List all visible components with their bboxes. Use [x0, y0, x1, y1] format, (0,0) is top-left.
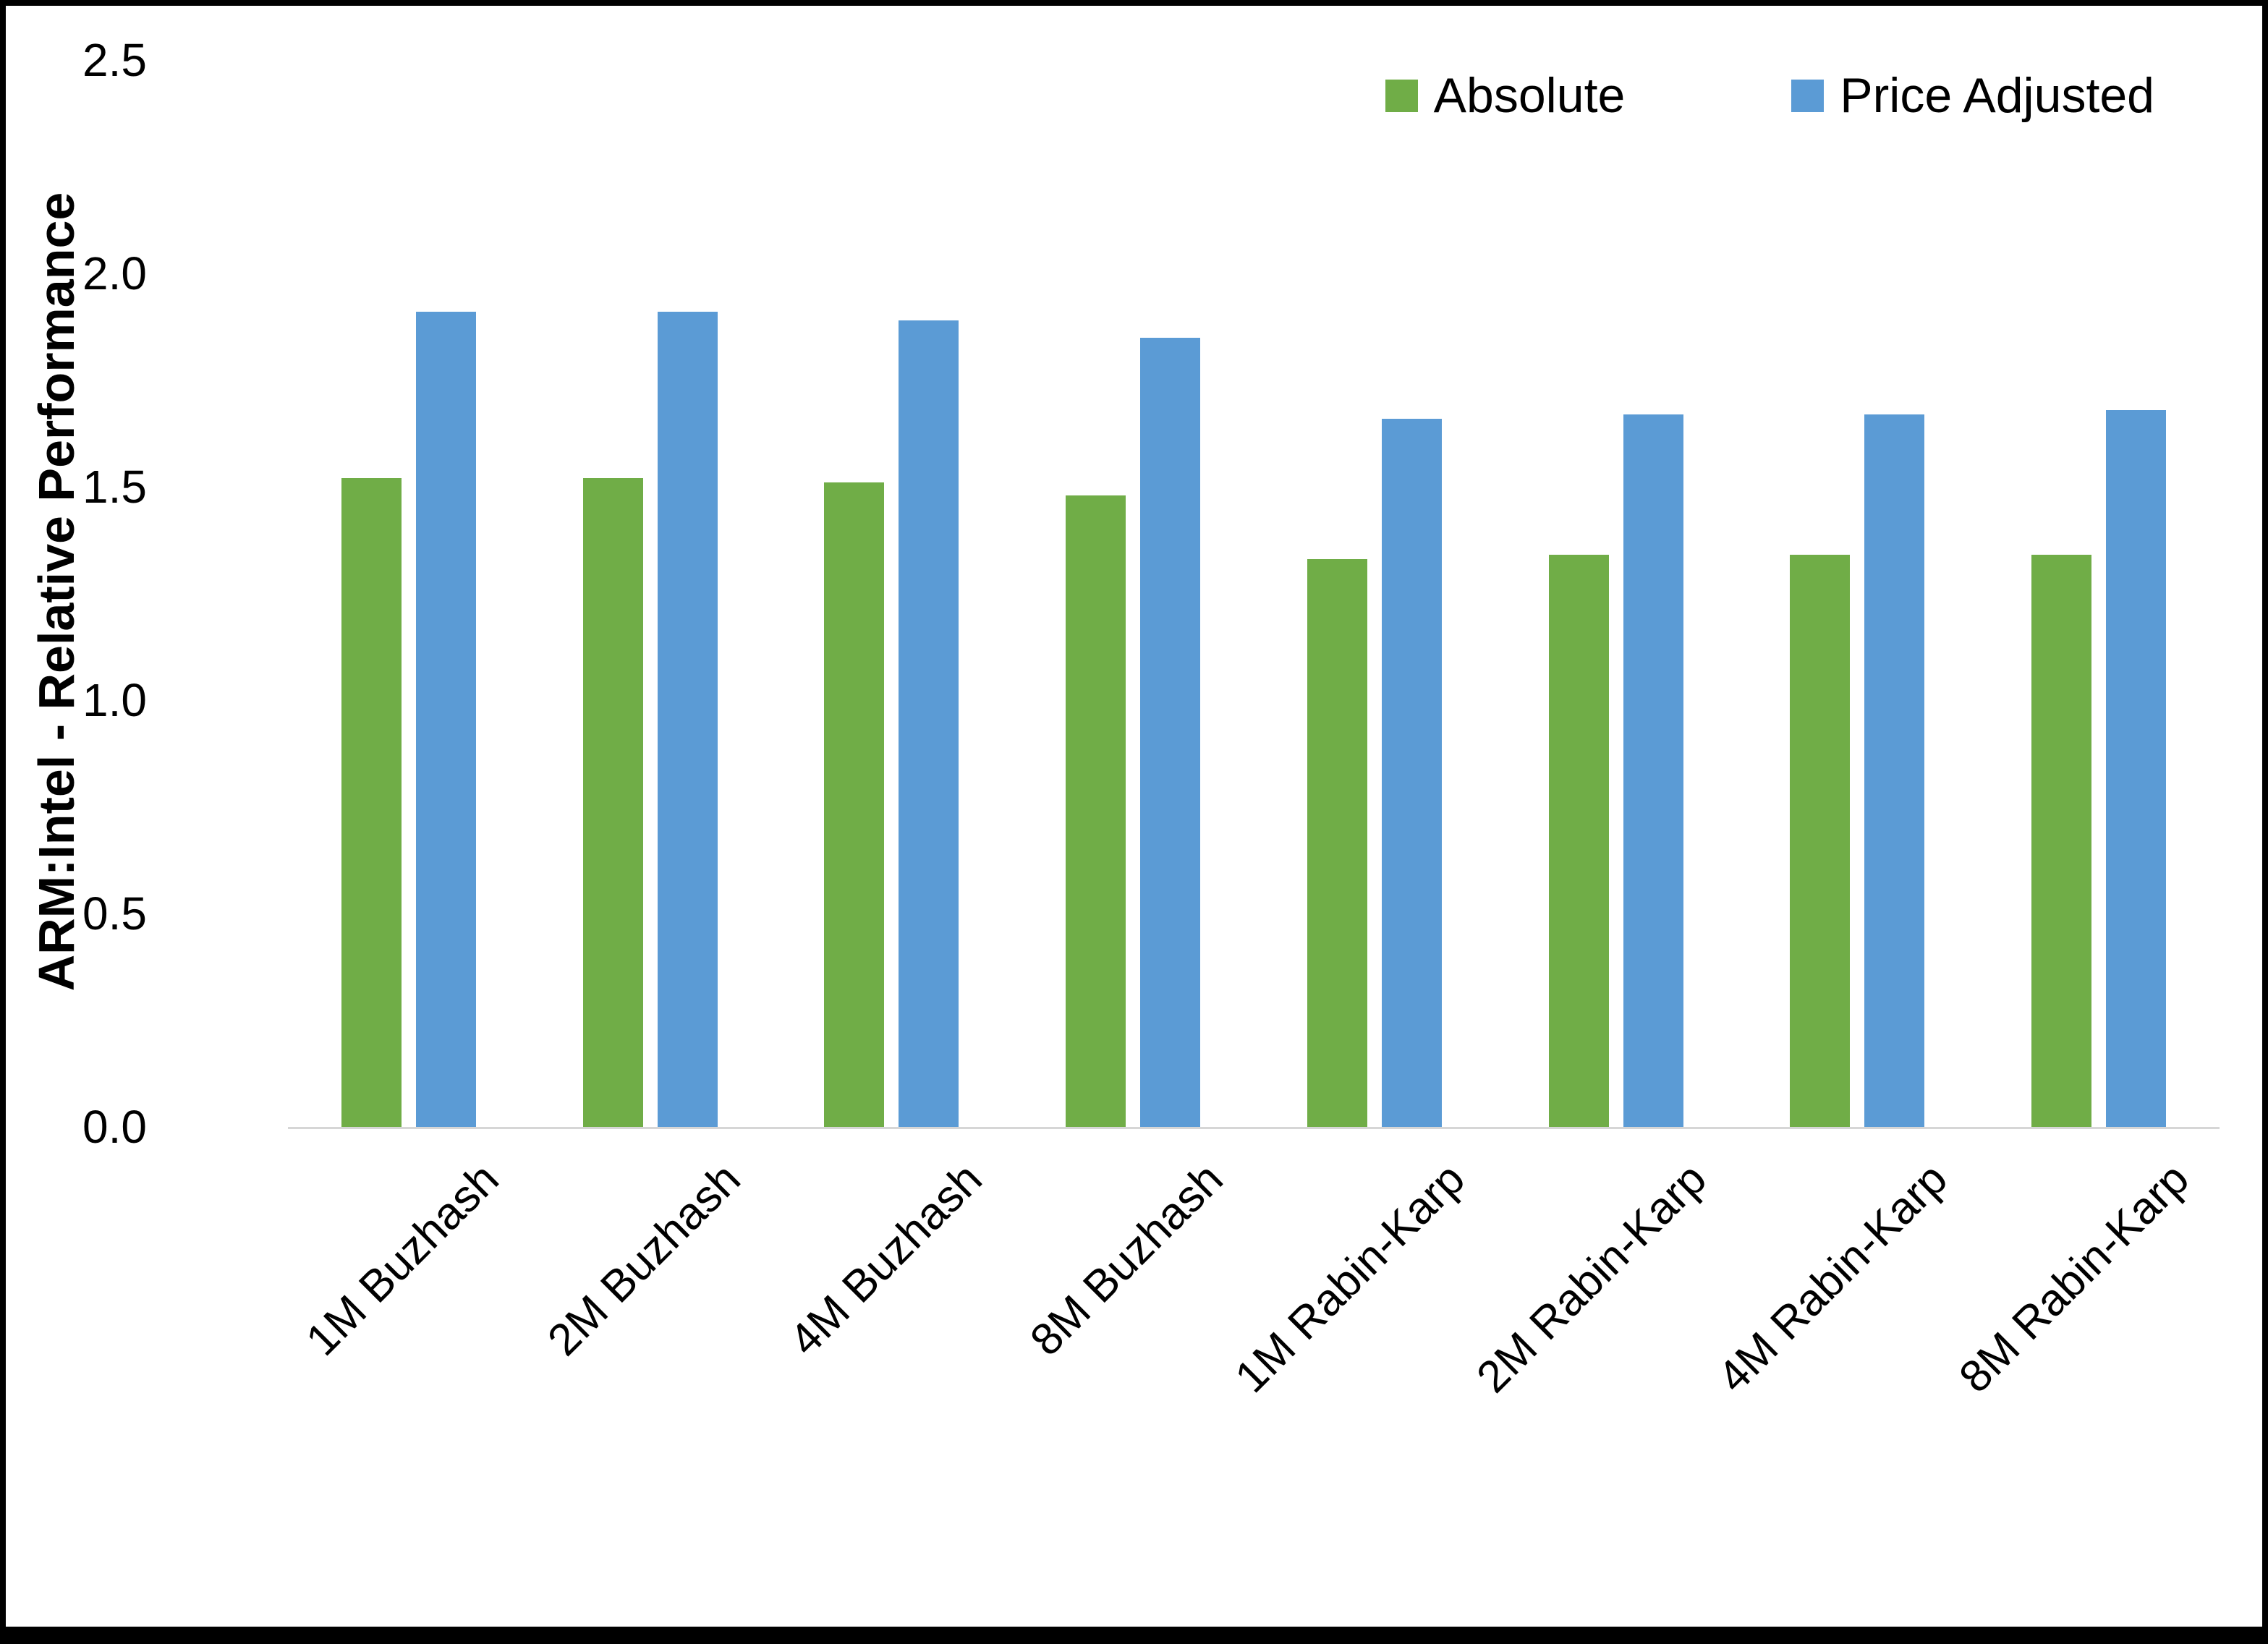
x-tick-label: 1M Buzhash	[297, 1154, 509, 1366]
bar-absolute	[824, 482, 885, 1127]
x-tick-label: 8M Buzhash	[1021, 1154, 1233, 1366]
x-tick-label: 2M Buzhash	[538, 1154, 750, 1366]
bar-group	[1307, 60, 1442, 1127]
bar-group	[341, 60, 476, 1127]
legend-item: Absolute	[1385, 68, 1626, 123]
bar-price-adjusted	[415, 312, 476, 1127]
y-tick-label: 2.0	[82, 247, 147, 299]
bar-group	[2031, 60, 2167, 1127]
legend-swatch-icon	[1385, 79, 1418, 112]
bar-price-adjusted	[899, 320, 959, 1127]
bar-price-adjusted	[1864, 414, 1925, 1127]
x-tick-label: 2M Rabin-Karp	[1467, 1154, 1716, 1402]
y-tick-label: 2.5	[82, 34, 147, 86]
bar-price-adjusted	[1140, 337, 1201, 1127]
bar-group	[1790, 60, 1925, 1127]
bar-price-adjusted	[657, 312, 718, 1127]
bar-groups	[288, 60, 2220, 1127]
y-tick-label: 1.5	[82, 461, 147, 513]
x-tick-label: 4M Rabin-Karp	[1708, 1154, 1958, 1402]
bar-group	[1066, 60, 1201, 1127]
x-tick-label: 8M Rabin-Karp	[1950, 1154, 2199, 1402]
bar-group	[582, 60, 718, 1127]
legend-label: Price Adjusted	[1840, 68, 2154, 123]
y-axis: 0.0 0.5 1.0 1.5 2.0 2.5	[20, 37, 147, 1150]
bar-absolute	[2031, 555, 2092, 1127]
x-tick-label: 1M Rabin-Karp	[1226, 1154, 1474, 1402]
legend-swatch-icon	[1791, 79, 1825, 112]
bar-price-adjusted	[2106, 409, 2167, 1127]
bar-absolute	[1790, 555, 1851, 1127]
bar-absolute	[582, 478, 643, 1127]
y-tick-label: 0.0	[82, 1101, 147, 1153]
x-tick-label: 4M Buzhash	[779, 1154, 992, 1366]
bar-absolute	[1548, 555, 1609, 1127]
y-tick-label: 1.0	[82, 674, 147, 726]
plot-area: Absolute Price Adjusted	[288, 60, 2220, 1129]
bar-price-adjusted	[1623, 414, 1683, 1127]
y-tick-label: 0.5	[82, 887, 147, 940]
bar-absolute	[1307, 559, 1367, 1127]
bar-absolute	[1066, 495, 1126, 1127]
legend-item: Price Adjusted	[1791, 71, 2154, 120]
legend: Absolute Price Adjusted	[1385, 71, 2154, 120]
bar-group	[1548, 60, 1683, 1127]
bar-group	[824, 60, 959, 1127]
legend-label: Absolute	[1433, 68, 1626, 123]
bar-price-adjusted	[1381, 418, 1442, 1127]
x-axis: 1M Buzhash 2M Buzhash 4M Buzhash 8M Buzhash…	[288, 1129, 2220, 1534]
bar-absolute	[341, 478, 402, 1127]
